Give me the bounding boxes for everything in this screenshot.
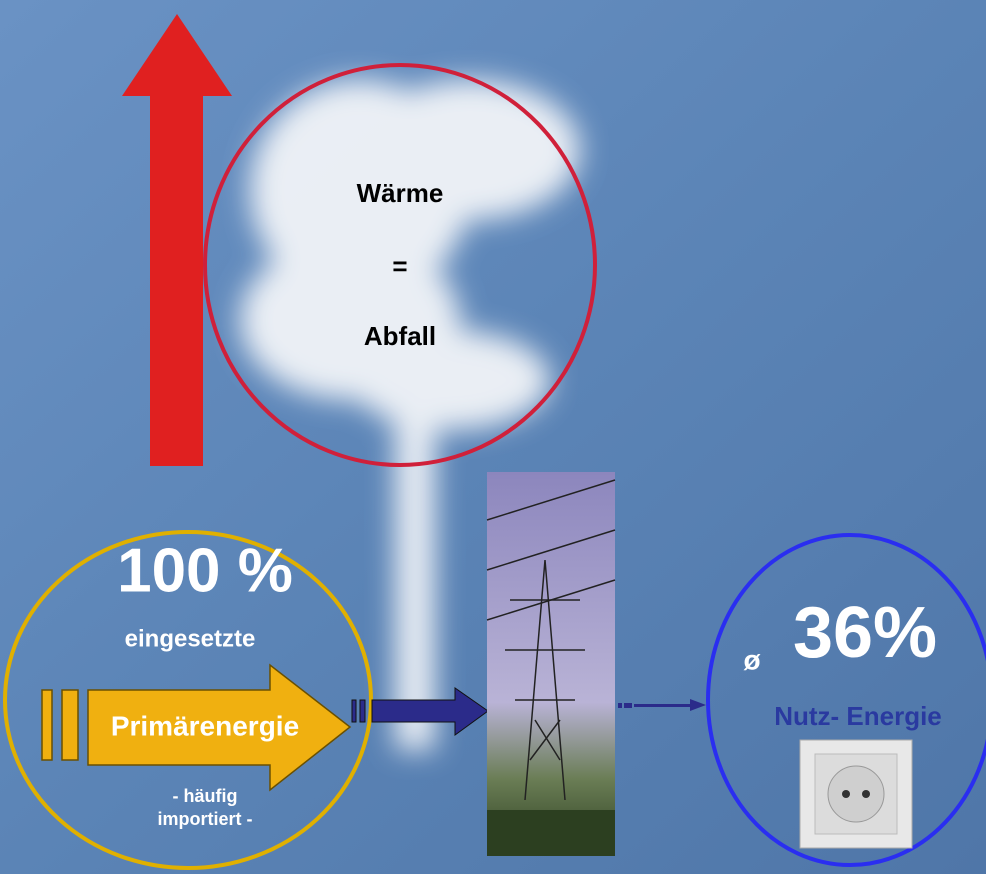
heat-text: = bbox=[392, 251, 407, 281]
input-note: - häufig bbox=[173, 786, 238, 806]
heat-text: Wärme bbox=[357, 178, 444, 208]
input-percent: 100 % bbox=[117, 536, 293, 605]
heat-text: Abfall bbox=[364, 321, 436, 351]
input-note: importiert - bbox=[157, 809, 252, 829]
output-percent: 36% bbox=[793, 593, 937, 673]
input-label: eingesetzte bbox=[125, 625, 256, 652]
pylon-image bbox=[487, 472, 615, 856]
input-label: Primärenergie bbox=[111, 710, 299, 741]
slide: Wärme = Abfall 100 % eingesetzte Primäre… bbox=[0, 0, 986, 874]
output-symbol: ø bbox=[743, 644, 760, 675]
socket-image bbox=[800, 740, 912, 848]
output-label: Nutz- Energie bbox=[774, 701, 942, 731]
